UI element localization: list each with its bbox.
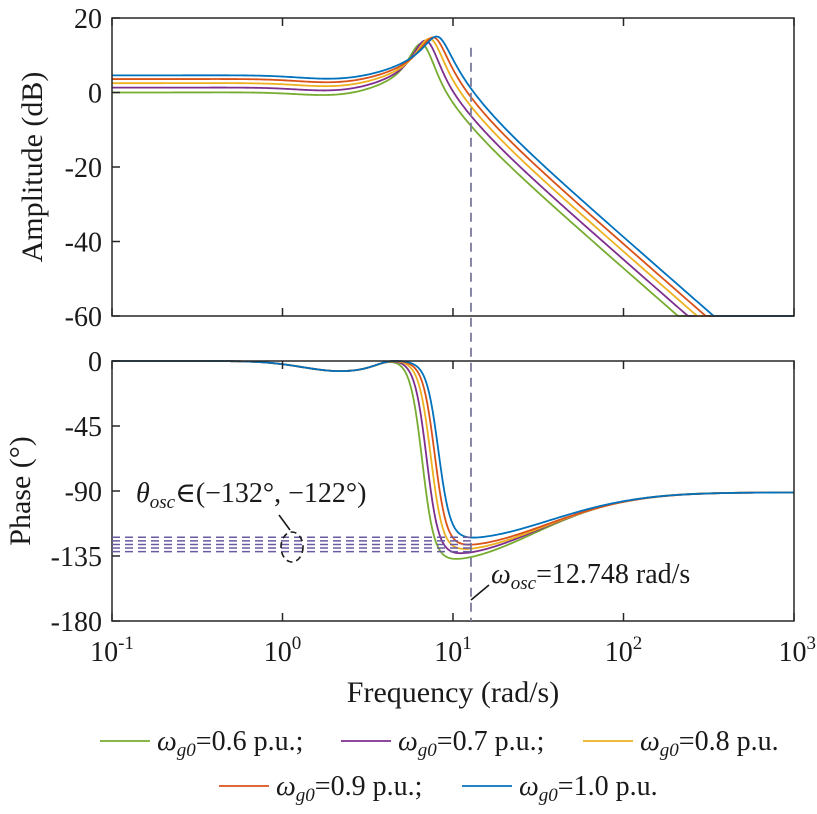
- theta-annotation: θosc∈(−132°, −122°): [136, 478, 366, 513]
- phase-xtick-label: 103: [779, 633, 817, 668]
- legend-label: ωg0=1.0 p.u.: [519, 771, 658, 806]
- theta-range-marker: [280, 531, 304, 563]
- phase-series-group: [112, 360, 795, 560]
- omega-annotation: ωosc=12.748 rad/s: [491, 559, 690, 594]
- amplitude-ylabel: Amplitude (dB): [16, 72, 49, 263]
- theta-leader-line: [278, 514, 291, 531]
- amplitude-ytick-label: -20: [65, 153, 102, 184]
- phase-ytick-label: -180: [51, 607, 102, 638]
- phase-reference-lines: [112, 536, 471, 553]
- legend-label: ωg0=0.7 p.u.;: [398, 726, 544, 761]
- annotations: θosc∈(−132°, −122°) ωosc=12.748 rad/s: [112, 47, 690, 621]
- phase-ytick-label: -45: [65, 412, 102, 443]
- amplitude-series-line: [112, 37, 794, 317]
- phase-ylabel: Phase (°): [4, 436, 37, 545]
- amplitude-ytick-label: -60: [65, 302, 102, 333]
- legend-label: ωg0=0.8 p.u.: [640, 726, 779, 761]
- phase-xlabel: Frequency (rad/s): [347, 676, 559, 709]
- legend-label: ωg0=0.9 p.u.;: [276, 771, 422, 806]
- legend: ωg0=0.6 p.u.; ωg0=0.7 p.u.; ωg0=0.8 p.u.…: [100, 726, 779, 806]
- phase-series-line: [112, 360, 794, 550]
- phase-ytick-label: -135: [51, 542, 102, 573]
- phase-series-line: [112, 360, 795, 546]
- phase-series-line: [112, 360, 794, 560]
- phase-xtick-label: 100: [264, 633, 302, 668]
- amplitude-panel: 20 0 -20 -40 -60 Amplitude (dB): [16, 4, 795, 333]
- amplitude-series-group: [112, 35, 794, 317]
- phase-xtick-label: 102: [605, 633, 643, 668]
- phase-series-line: [112, 360, 795, 539]
- phase-xtick-label: 101: [434, 633, 472, 668]
- amplitude-ytick-label: 20: [74, 4, 102, 35]
- amplitude-axes-box: [111, 17, 795, 317]
- amplitude-series-line: [112, 42, 794, 317]
- amplitude-ticks: 20 0 -20 -40 -60: [65, 4, 795, 333]
- phase-xtick-label: 10-1: [90, 633, 134, 668]
- phase-ytick-label: -90: [65, 477, 102, 508]
- legend-label: ωg0=0.6 p.u.;: [157, 726, 303, 761]
- amplitude-series-line: [112, 39, 794, 317]
- amplitude-ytick-label: 0: [88, 79, 102, 110]
- amplitude-series-line: [112, 35, 794, 317]
- amplitude-series-line: [112, 36, 794, 317]
- phase-ytick-label: 0: [88, 347, 102, 378]
- omega-leader-line: [470, 584, 490, 601]
- amplitude-ytick-label: -40: [65, 228, 102, 259]
